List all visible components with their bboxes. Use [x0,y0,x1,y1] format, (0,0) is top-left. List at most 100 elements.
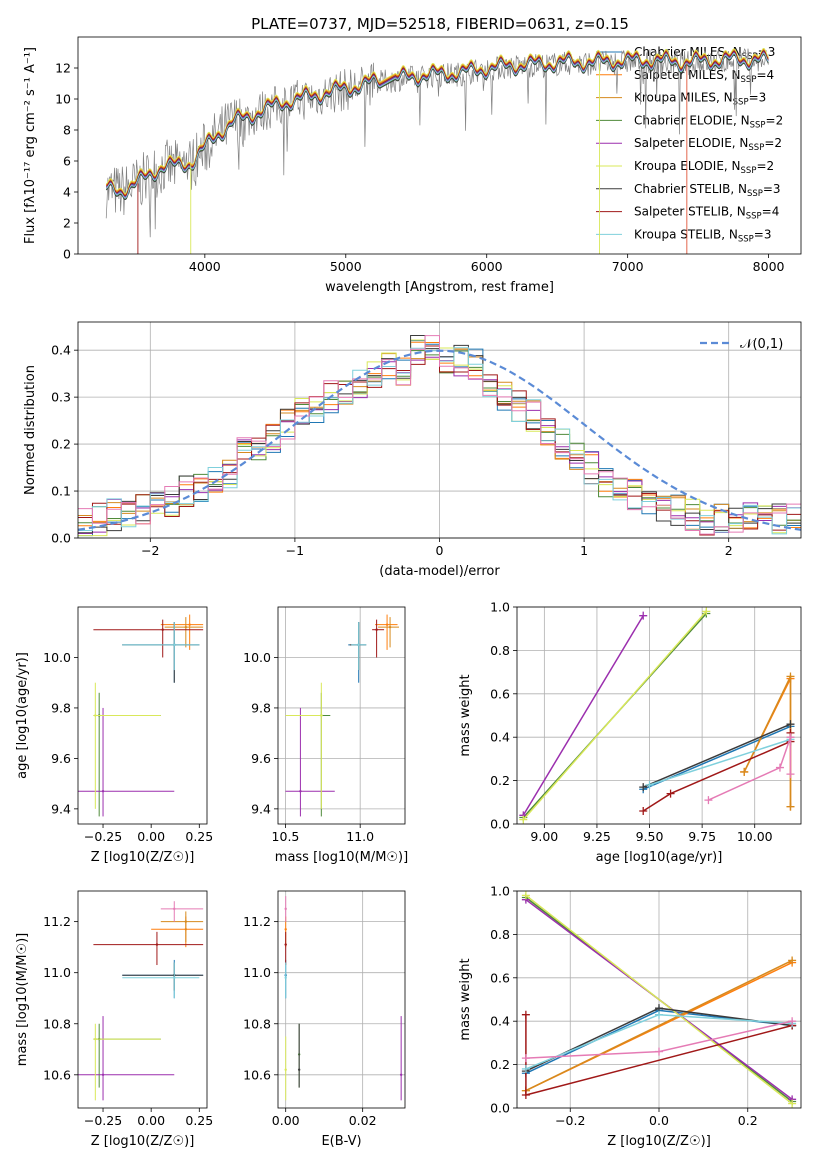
y-tick-label: 0.8 [490,927,510,942]
y-tick-label: 1.0 [490,600,510,615]
model-spectrum-9 [105,52,769,199]
weight-marker [786,802,795,811]
x-tick-label: −0.2 [555,1113,585,1128]
x-tick-label: −2 [141,543,159,558]
x-tick-label: 0.0 [649,1113,669,1128]
x-tick-label: 6000 [471,259,503,274]
weight-marker [740,767,749,776]
data-point [284,976,287,979]
plot-area [521,891,797,1108]
weight-marker [521,1054,530,1063]
weight-marker [666,789,675,798]
y-tick-label: 9.4 [251,801,271,816]
weight-marker [655,1010,663,1019]
model-spectrum-7 [105,54,769,201]
weight-marker [788,956,797,965]
y-tick-label: 11.2 [43,914,71,929]
plot-area [519,607,795,824]
panel-8: −0.2 0.0 0.2 0.0 0.2 0.4 0.6 0.8 1.0 Z [log10(Z/Z… [458,884,802,1149]
weight-marker [639,783,648,792]
y-tick-label: 0.4 [490,1014,510,1029]
model-spectrum-6 [105,48,769,194]
weight-marker [521,891,530,900]
x-tick-label: −0.25 [84,829,122,844]
x-tick-label: 7000 [612,259,644,274]
plot-area [284,896,403,1101]
weight-marker [639,806,648,815]
panel-2: −2 −1 0 1 2 0.0 0.1 0.2 0.3 0.4 (data-model)/error… [23,321,802,579]
y-tick-label: 2 [63,216,71,231]
figure-title: PLATE=0737, MJD=52518, FIBERID=0631, z=0… [251,15,629,33]
y-tick-label: 11.0 [43,965,71,980]
panel-7: 0.00 0.02 10.6 10.8 11.0 11.2 E(B-V) [243,890,406,1149]
data-point [284,928,287,931]
x-axis-label: E(B-V) [321,1134,361,1149]
x-tick-label: 9.00 [530,829,558,844]
y-tick-label: 11.2 [243,914,271,929]
axes-frame [77,890,208,1109]
y-tick-label: 6 [63,154,71,169]
data-point [101,1073,105,1077]
weight-marker [775,763,784,772]
weight-marker [521,1090,530,1099]
legend-entry: Chabrier STELIB, NSSP=3 [634,182,781,199]
x-tick-label: 0.25 [185,829,213,844]
x-tick-label: 5000 [330,259,362,274]
x-tick-label: 9.25 [583,829,611,844]
weight-marker [788,1099,797,1108]
y-axis-label: mass [log10(M/M☉)] [15,933,30,1066]
x-tick-label: −1 [286,543,304,558]
data-point [284,907,287,911]
y-tick-label: 10.8 [243,1016,271,1031]
weight-marker [786,672,795,681]
x-tick-label: 10.00 [737,829,773,844]
weight-marker [521,1010,530,1019]
y-tick-label: 10.6 [243,1067,271,1082]
weight-marker [786,733,795,742]
weight-marker [639,611,648,620]
panel-3: −0.25 0.00 0.25 9.4 9.6 9.8 10.0 Z [log10(Z/Z☉)… [15,606,213,865]
y-axis-label: mass weight [458,674,473,756]
legend-entry: 𝒩(0,1) [740,337,783,352]
plot-area [78,614,204,817]
panel-6: −0.25 0.00 0.25 10.6 10.8 11.0 11.2 Z [log10(Z/… [15,890,213,1149]
data-point [357,643,360,647]
y-tick-label: 0.8 [490,643,510,658]
x-axis-label: Z [log10(Z/Z☉)] [607,1134,711,1149]
weight-line-6 [522,610,707,821]
data-point [284,943,287,946]
y-tick-label: 0.1 [51,484,71,499]
axes-frame [277,606,406,825]
y-tick-label: 12 [55,61,71,76]
x-tick-label: 0 [436,543,444,558]
legend-entry: Salpeter STELIB, NSSP=4 [634,205,779,222]
x-tick-label: 0.00 [272,1113,300,1128]
data-point [184,625,188,629]
x-tick-label: 0.00 [137,1113,165,1128]
legend-entry: Chabrier ELODIE, NSSP=2 [634,113,783,130]
x-tick-label: 8000 [753,259,785,274]
axes-frame [277,890,406,1109]
x-tick-label: 0.2 [738,1113,758,1128]
panel-5: 9.00 9.25 9.50 9.75 10.00 0.0 0.2 0.4 0.6 0.8 1.0 a… [458,600,802,865]
plot-area [285,614,400,817]
y-tick-label: 10.6 [43,1067,71,1082]
y-tick-label: 0.4 [51,343,71,358]
y-tick-label: 9.6 [251,751,271,766]
axes-frame [77,606,208,825]
y-tick-label: 9.6 [51,751,71,766]
y-tick-label: 0.3 [51,390,71,405]
weight-line-7 [642,723,791,788]
panel-1: 4000 5000 6000 7000 8000 0 2 4 6 8 10 12 wavelength … [23,36,802,295]
data-point [161,628,164,631]
axes-frame [516,890,802,1109]
axes-frame [77,321,802,539]
y-tick-label: 1.0 [490,884,510,899]
y-tick-label: 0.0 [51,531,71,546]
y-tick-label: 11.0 [243,965,271,980]
data-point [94,714,97,717]
data-point [399,1073,403,1077]
x-tick-label: 1 [580,543,588,558]
